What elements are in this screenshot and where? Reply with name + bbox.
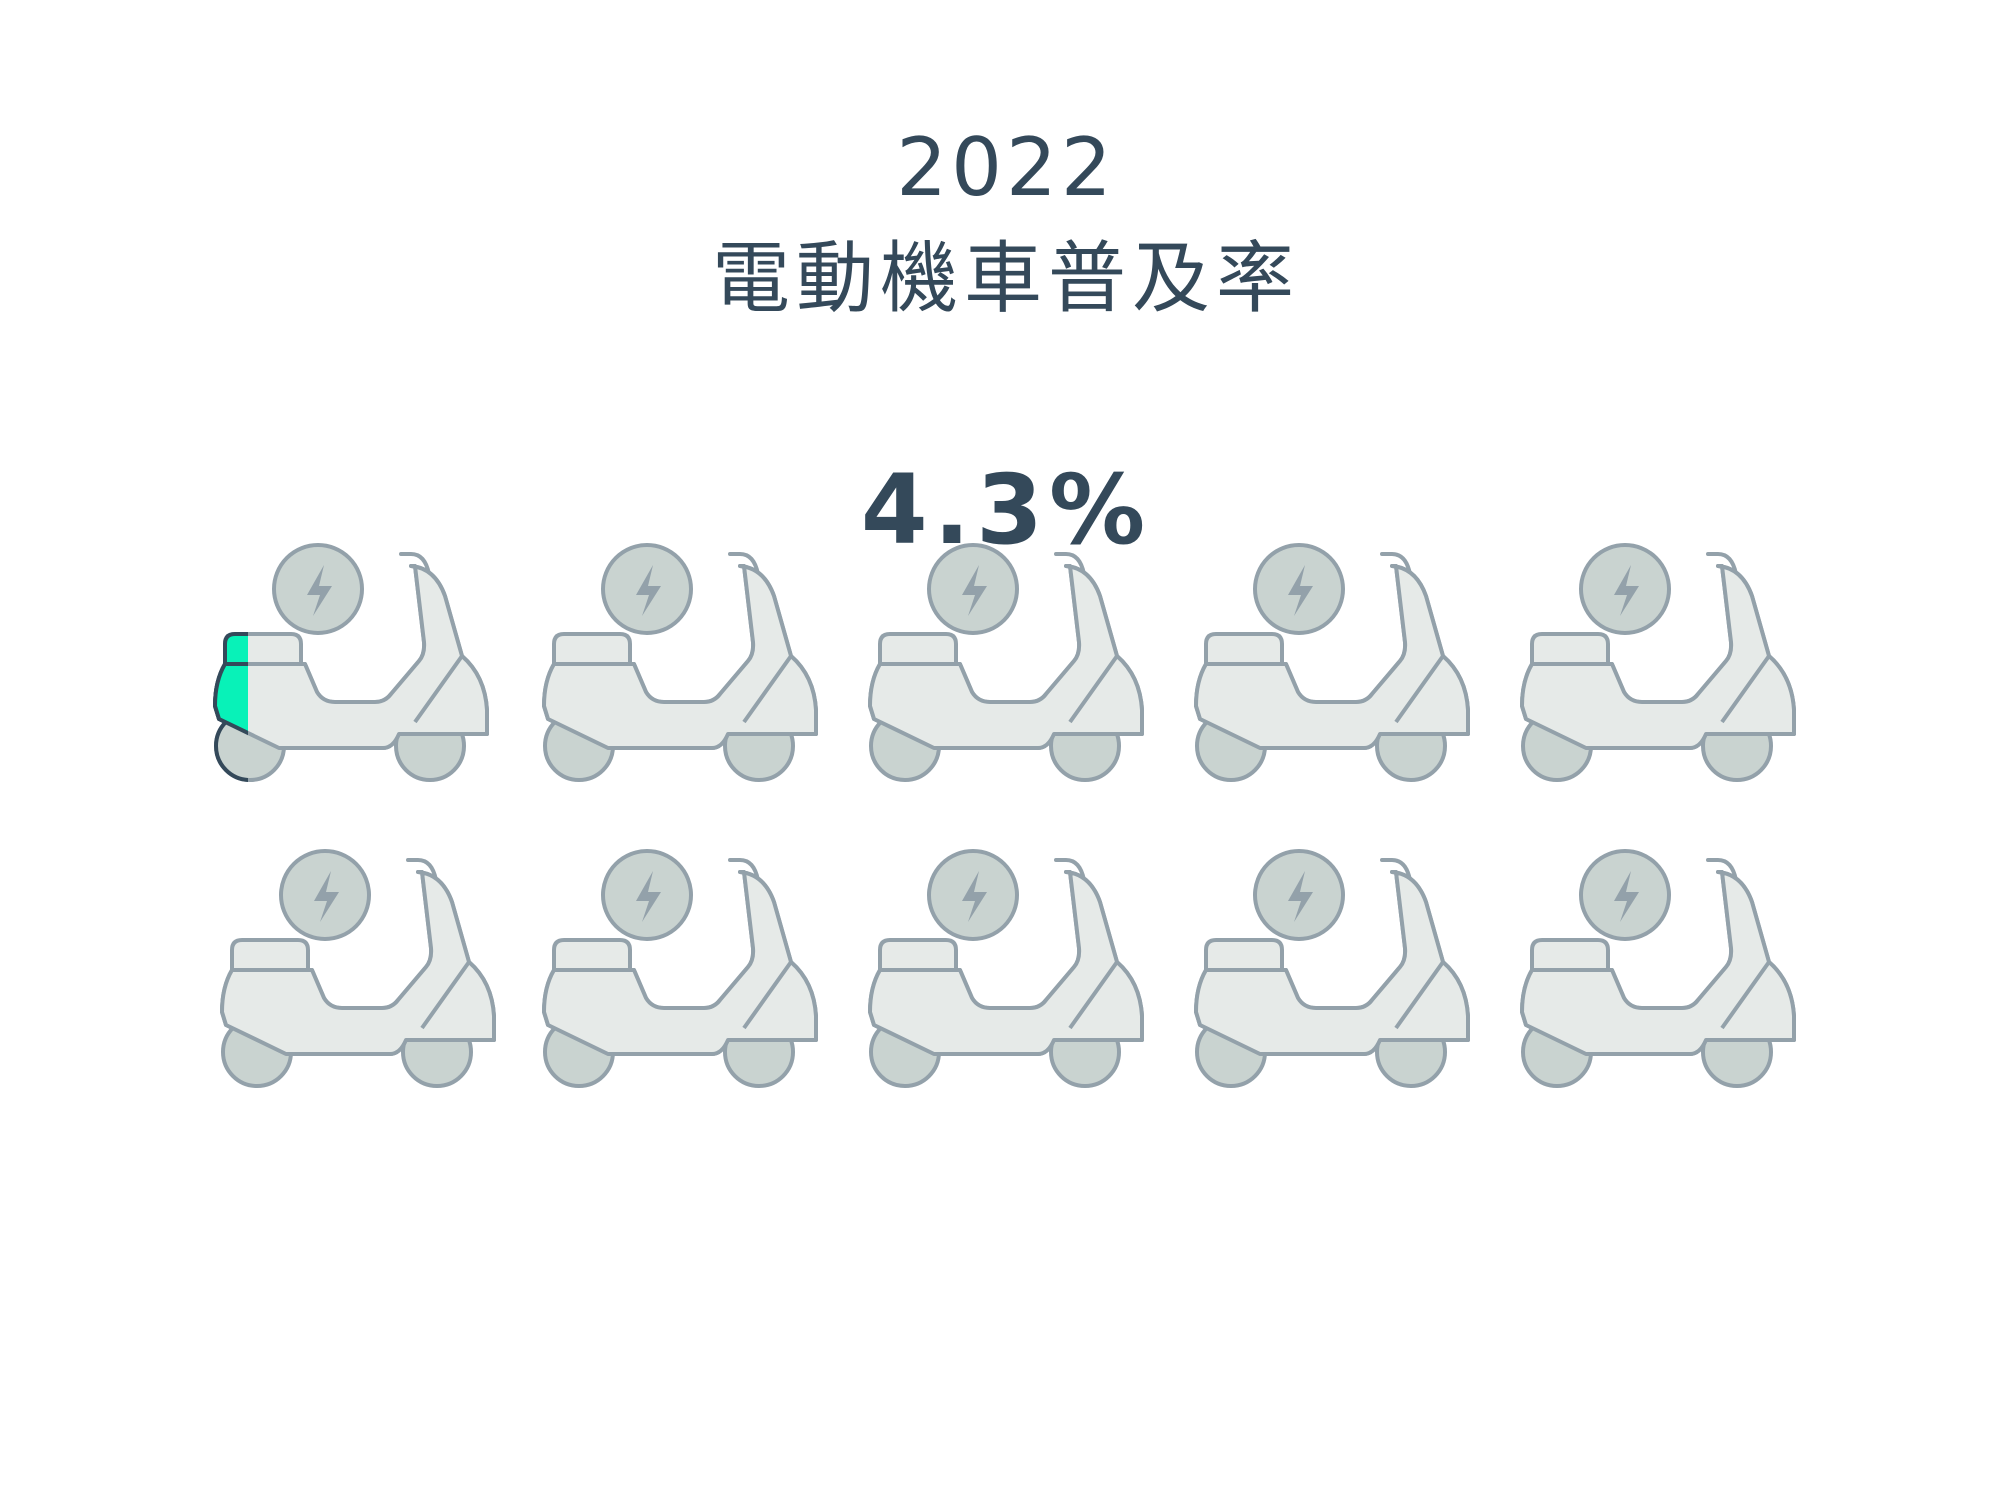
scooter-unit: [1520, 543, 1796, 782]
scooter-unit-empty: [1520, 543, 1796, 782]
scooter-unit: [213, 543, 489, 782]
scooter-unit-empty: [1520, 849, 1796, 1088]
scooter-unit-empty: [1194, 849, 1470, 1088]
scooter-unit: [868, 849, 1144, 1088]
scooter-unit-empty: [868, 543, 1144, 782]
scooter-unit: [868, 543, 1144, 782]
scooter-unit: [542, 849, 818, 1088]
chart-year: 2022: [896, 121, 1116, 214]
scooter-unit: [220, 849, 496, 1088]
scooter-unit-empty: [868, 849, 1144, 1088]
scooter-unit-empty: [220, 849, 496, 1088]
scooter-unit: [542, 543, 818, 782]
scooter-unit-empty: [1194, 543, 1470, 782]
scooter-unit-filled: [213, 632, 248, 782]
chart-title: 電動機車普及率: [711, 234, 1300, 324]
scooter-unit-empty: [213, 543, 489, 782]
scooter-unit: [1194, 543, 1470, 782]
scooter-unit: [1520, 849, 1796, 1088]
scooter-unit: [1194, 849, 1470, 1088]
scooter-unit-empty: [542, 543, 818, 782]
adoption-rate-value: 4.3%: [860, 454, 1152, 566]
scooter-unit-empty: [542, 849, 818, 1088]
